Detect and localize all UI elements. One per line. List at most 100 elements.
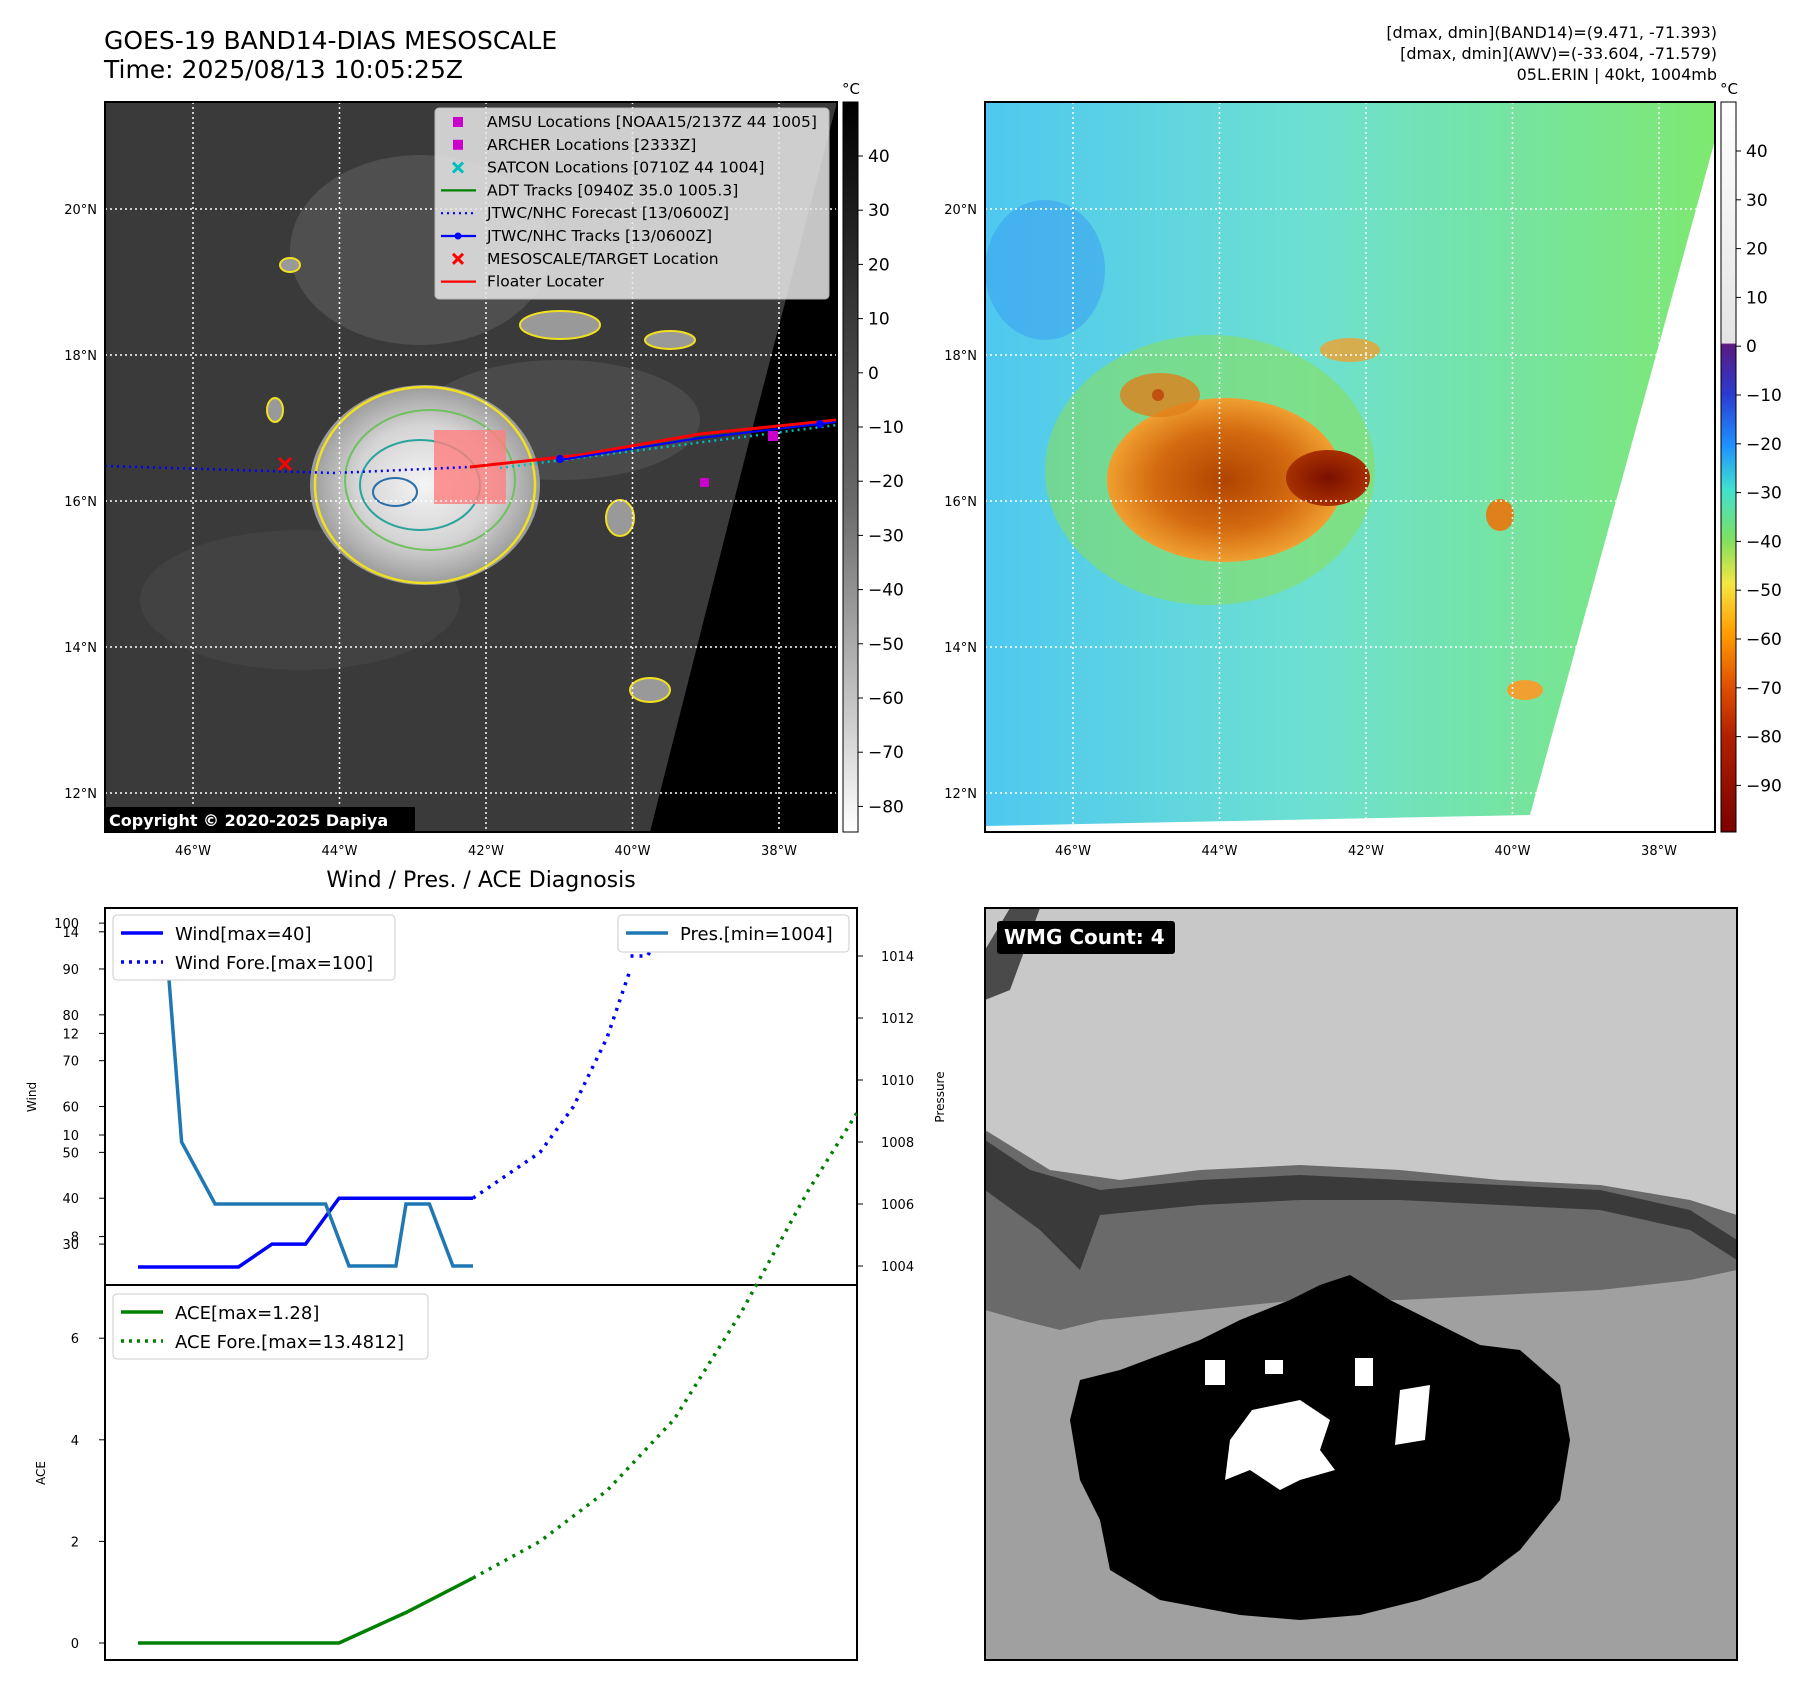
ir-contour-green xyxy=(344,409,516,551)
lat-tick-label: 16°N xyxy=(64,495,97,510)
chart-series xyxy=(138,923,857,1645)
pressure-tick-label: 1006 xyxy=(881,1198,914,1213)
ace-tick-label: 0 xyxy=(71,1637,79,1652)
wind-tick-label: 100 xyxy=(54,917,79,932)
wv-colorbar xyxy=(1720,101,1737,833)
colorbar-tick-label: −20 xyxy=(1746,435,1782,455)
legend-label: ADT Tracks [0940Z 35.0 1005.3] xyxy=(487,181,738,199)
lon-tick-label: 40°W xyxy=(1495,844,1531,859)
wmg-band-dark xyxy=(985,1130,1737,1330)
wv-storm-core xyxy=(1286,450,1370,506)
wind-forecast-legend-label: Wind Fore.[max=100] xyxy=(175,953,373,974)
stats-block: [dmax, dmin](BAND14)=(9.471, -71.393) [d… xyxy=(1386,22,1717,85)
pressure-series-line xyxy=(151,923,473,1268)
ir-axis-ticks: 46°W 44°W 42°W 40°W 38°W 20°N 18°N 16°N 14°N 12°N xyxy=(64,203,797,859)
lat-tick-label: 20°N xyxy=(64,203,97,218)
wind-tick-label: 30 xyxy=(62,1238,79,1253)
lat-tick-label: 18°N xyxy=(944,349,977,364)
wmg-band-darker xyxy=(985,1140,1737,1270)
wv-cloud-cell xyxy=(1507,680,1543,700)
wind-axis-label: Wind xyxy=(25,1082,39,1112)
legend-label: JTWC/NHC Forecast [13/0600Z] xyxy=(486,204,729,222)
pressure-tick-label: 1008 xyxy=(881,1136,914,1151)
legend-label: ARCHER Locations [2333Z] xyxy=(487,136,696,154)
colorbar-tick-label: 20 xyxy=(1746,240,1768,260)
pressure-axis-label: Pressure xyxy=(933,1071,947,1122)
colorbar-tick-label: −50 xyxy=(868,635,904,655)
wmg-count-badge: WMG Count: 4 xyxy=(1004,925,1165,949)
wv-colorbar-ticks: 40 30 20 10 0 −10 −20 −30 −40 −50 −60 −70 −80 −90 xyxy=(1736,142,1782,796)
ace-tick-label: 14 xyxy=(62,926,79,941)
pressure-tick-label: 1012 xyxy=(881,1012,914,1027)
wmg-eye-white xyxy=(1355,1358,1373,1386)
legend-marker-square xyxy=(453,117,463,127)
wind-tick-label: 70 xyxy=(62,1055,79,1070)
legend-marker-dot xyxy=(454,232,462,240)
lon-tick-label: 46°W xyxy=(175,844,211,859)
pressure-axis-ticks: 1004 1006 1008 1010 1012 1014 xyxy=(857,950,914,1275)
wind-tick-label: 50 xyxy=(62,1146,79,1161)
colorbar-tick-label: 30 xyxy=(868,201,890,221)
colorbar-tick-label: 10 xyxy=(1746,288,1768,308)
pressure-tick-label: 1014 xyxy=(881,950,914,965)
wmg-badge-box xyxy=(997,921,1175,954)
colorbar-tick-label: −60 xyxy=(868,689,904,709)
wv-cloud-cell xyxy=(1152,389,1164,401)
ir-cell xyxy=(279,257,301,273)
title-line-1: GOES-19 BAND14-DIAS MESOSCALE xyxy=(104,26,558,55)
ir-colorbar-unit: °C xyxy=(842,80,860,98)
lon-tick-label: 38°W xyxy=(1641,844,1677,859)
ace-legend-label: ACE[max=1.28] xyxy=(175,1303,319,1324)
colorbar-tick-label: −20 xyxy=(868,472,904,492)
lat-tick-label: 14°N xyxy=(64,641,97,656)
lat-tick-label: 14°N xyxy=(944,641,977,656)
wv-frame xyxy=(984,101,1716,833)
ace-tick-label: 10 xyxy=(62,1129,79,1144)
ace-tick-label: 4 xyxy=(71,1434,79,1449)
wmg-eye-white xyxy=(1265,1360,1283,1374)
ace-tick-label: 6 xyxy=(71,1332,79,1347)
wind-tick-label: 90 xyxy=(62,963,79,978)
ir-legend-box xyxy=(434,107,830,300)
legend-marker-x xyxy=(451,252,465,265)
ir-contour-blue xyxy=(372,477,418,507)
wv-dry-region xyxy=(985,200,1105,340)
colorbar-tick-label: −30 xyxy=(868,526,904,546)
jtwc-track-point xyxy=(556,455,564,463)
ace-legend-box xyxy=(112,1293,429,1360)
copyright-text: Copyright © 2020-2025 Dapiya xyxy=(109,811,388,830)
colorbar-tick-label: −40 xyxy=(868,581,904,601)
legend-label: AMSU Locations [NOAA15/2137Z 44 1005] xyxy=(487,113,817,131)
jtwc-track xyxy=(559,421,837,461)
colorbar-tick-label: 0 xyxy=(1746,337,1757,357)
wv-cloud-cell xyxy=(1320,338,1380,362)
wmg-eye-white xyxy=(1205,1360,1225,1385)
colorbar-tick-label: −60 xyxy=(1746,630,1782,650)
colorbar-tick-label: −80 xyxy=(868,797,904,817)
figure-title: GOES-19 BAND14-DIAS MESOSCALE Time: 2025… xyxy=(104,26,557,84)
target-x-marker xyxy=(277,456,293,472)
wmg-eye-white xyxy=(1395,1385,1430,1445)
colorbar-tick-label: −70 xyxy=(1746,679,1782,699)
legend-label: Floater Locater xyxy=(487,273,605,291)
wmg-frame xyxy=(984,907,1738,1661)
legend-marker-x xyxy=(451,161,465,174)
ir-cell xyxy=(519,310,601,340)
lon-tick-label: 46°W xyxy=(1055,844,1091,859)
colorbar-tick-label: −90 xyxy=(1746,776,1782,796)
floater-line xyxy=(469,418,837,469)
lat-tick-label: 16°N xyxy=(944,495,977,510)
colorbar-tick-label: −50 xyxy=(1746,581,1782,601)
wmg-band-light xyxy=(985,908,1737,1250)
ace-tick-label: 8 xyxy=(71,1231,79,1246)
title-line-2: Time: 2025/08/13 10:05:25Z xyxy=(104,55,463,84)
ace-forecast-legend-label: ACE Fore.[max=13.4812] xyxy=(175,1332,404,1353)
legend-label: SATCON Locations [0710Z 44 1004] xyxy=(487,159,764,177)
ir-frame xyxy=(104,101,838,833)
archer-marker xyxy=(700,478,709,487)
legend-label: JTWC/NHC Tracks [13/0600Z] xyxy=(486,227,712,245)
lon-tick-label: 42°W xyxy=(468,844,504,859)
legend-marker-square xyxy=(453,139,463,150)
wv-cloud-cell xyxy=(1486,499,1514,531)
